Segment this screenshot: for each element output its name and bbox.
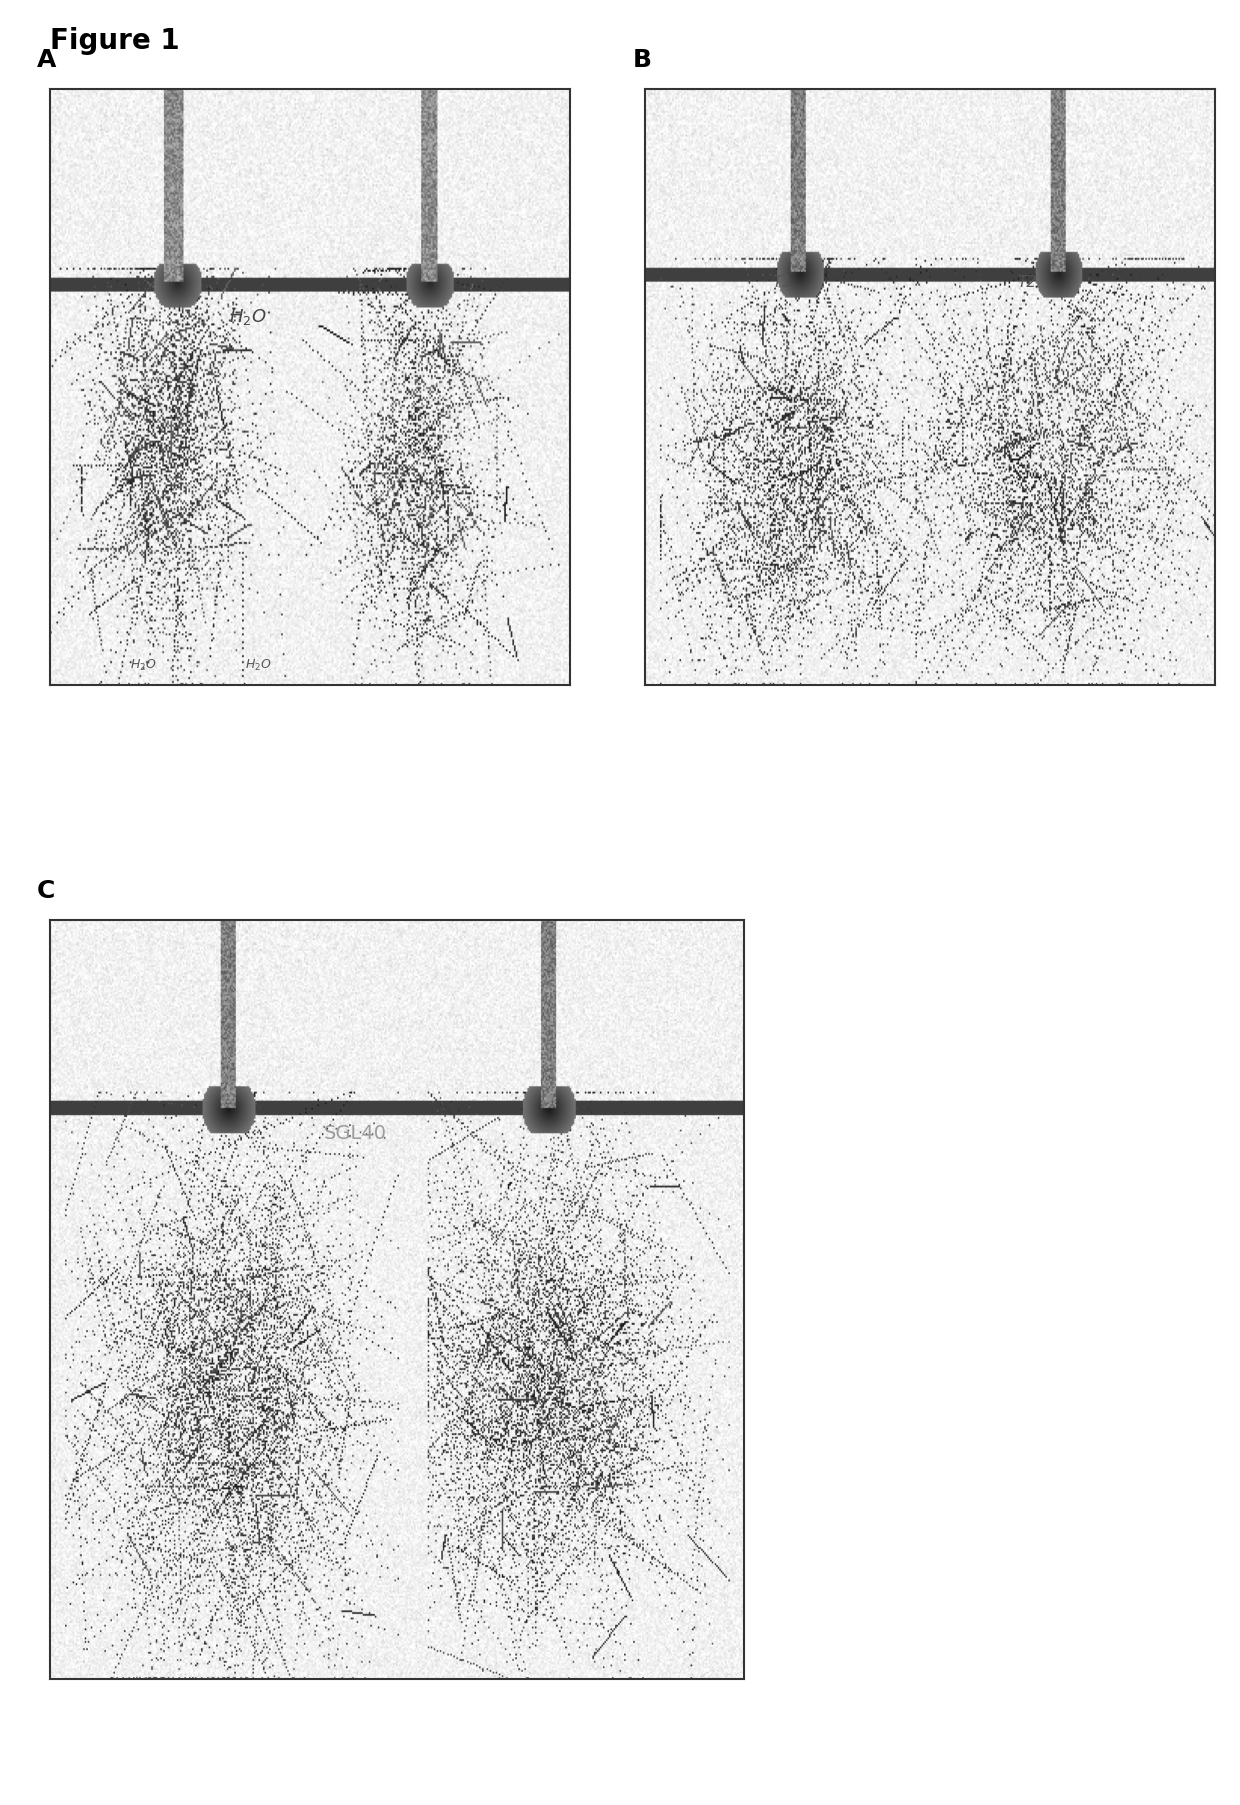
Text: $H_2O$: $H_2O$ [244,657,272,671]
Text: T2: T2 [1017,274,1037,291]
Text: $H_2O$: $H_2O$ [130,657,156,671]
Text: T1: T1 [773,274,791,291]
Text: B: B [632,49,651,72]
Text: Figure 1: Figure 1 [50,27,180,56]
Text: A: A [37,49,57,72]
Text: C: C [37,879,56,902]
Text: $H_2O$: $H_2O$ [228,307,267,327]
Text: SGL40: SGL40 [324,1123,387,1143]
